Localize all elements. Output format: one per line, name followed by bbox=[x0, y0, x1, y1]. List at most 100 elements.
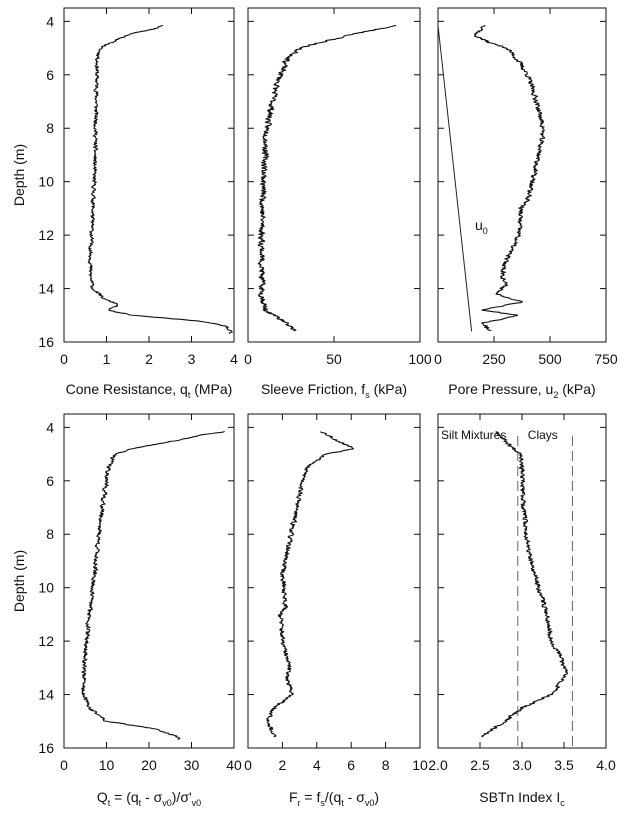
y-tick-label: 10 bbox=[38, 580, 54, 596]
x-tick-label: 2 bbox=[279, 757, 287, 773]
x-tick-label: 750 bbox=[594, 351, 618, 367]
xl-sub: v0 bbox=[192, 798, 202, 808]
xl-main: Sleeve Friction, f bbox=[261, 381, 365, 397]
zone-label-clays: Clays bbox=[528, 428, 558, 442]
xl-mid: - σ bbox=[141, 789, 162, 805]
y-tick-label: 16 bbox=[38, 740, 54, 756]
x-tick-label: 50 bbox=[326, 351, 342, 367]
x-tick-label: 0 bbox=[434, 351, 442, 367]
x-tick-label: 0 bbox=[60, 757, 68, 773]
x-tick-label: 6 bbox=[347, 757, 355, 773]
x-tick-label: 3.5 bbox=[554, 757, 574, 773]
xl-main: SBTn Index I bbox=[479, 789, 560, 805]
y-tick-label: 8 bbox=[46, 120, 54, 136]
x-tick-label: 0 bbox=[60, 351, 68, 367]
xl-sub: v0 bbox=[162, 798, 172, 808]
xl-sub: s bbox=[365, 390, 370, 400]
x-axis-label: SBTn Index Ic bbox=[479, 789, 565, 808]
x-tick-label: 2 bbox=[145, 351, 153, 367]
y-tick-label: 12 bbox=[38, 227, 54, 243]
x-axis-label: Qt = (qt - σv0)/σ'v0 bbox=[97, 789, 201, 808]
series-Qt bbox=[81, 430, 225, 740]
y-axis-label: Depth (m) bbox=[11, 550, 27, 612]
y-tick-label: 16 bbox=[38, 334, 54, 350]
x-tick-label: 2.0 bbox=[428, 757, 448, 773]
xl-mid: )/σ' bbox=[172, 789, 192, 805]
y-tick-label: 12 bbox=[38, 633, 54, 649]
xl-mid: - σ bbox=[344, 789, 365, 805]
x-tick-label: 4 bbox=[230, 351, 238, 367]
x-tick-label: 3.0 bbox=[512, 757, 532, 773]
xl-sub: s bbox=[320, 798, 325, 808]
series-Fr bbox=[266, 431, 354, 738]
y-tick-label: 14 bbox=[38, 687, 54, 703]
xl-sub: t bbox=[341, 798, 344, 808]
xl-sub: 2 bbox=[553, 390, 558, 400]
xl-tail: (MPa) bbox=[190, 381, 232, 397]
x-tick-label: 4 bbox=[313, 757, 321, 773]
series-u0 bbox=[437, 25, 473, 332]
x-axis-label: Pore Pressure, u2 (kPa) bbox=[448, 381, 595, 400]
x-tick-label: 8 bbox=[382, 757, 390, 773]
series-u2 bbox=[474, 24, 546, 332]
xl-sub: v0 bbox=[365, 798, 375, 808]
y-tick-label: 6 bbox=[46, 67, 54, 83]
panel-frame bbox=[437, 7, 607, 343]
xl-sub: r bbox=[298, 798, 301, 808]
series-Ic bbox=[481, 431, 568, 738]
x-axis-label: Cone Resistance, qt (MPa) bbox=[66, 381, 233, 400]
x-tick-label: 0 bbox=[244, 757, 252, 773]
x-tick-label: 250 bbox=[482, 351, 506, 367]
annotation-sub: 0 bbox=[483, 226, 488, 236]
x-tick-label: 100 bbox=[408, 351, 432, 367]
y-tick-label: 8 bbox=[46, 526, 54, 542]
xl-sub: t bbox=[188, 390, 191, 400]
x-tick-label: 2.5 bbox=[470, 757, 490, 773]
annotation-u0: u0 bbox=[475, 217, 488, 236]
panel-frame bbox=[63, 413, 235, 749]
xl-mid: = f bbox=[301, 789, 321, 805]
annotation-main: u bbox=[475, 217, 483, 233]
xl-tail: (kPa) bbox=[558, 381, 595, 397]
panel-frame bbox=[247, 413, 421, 749]
xl-mid: ) bbox=[374, 789, 379, 805]
x-axis-label: Fr = fs/(qt - σv0) bbox=[289, 789, 379, 808]
x-tick-label: 30 bbox=[184, 757, 200, 773]
series-fs bbox=[257, 24, 397, 332]
x-tick-label: 0 bbox=[244, 351, 252, 367]
x-tick-label: 10 bbox=[99, 757, 115, 773]
xl-sub: t bbox=[139, 798, 142, 808]
series-qt bbox=[87, 24, 233, 335]
x-tick-label: 500 bbox=[538, 351, 562, 367]
xl-sub: t bbox=[108, 798, 111, 808]
x-tick-label: 20 bbox=[141, 757, 157, 773]
xl-sub: c bbox=[560, 798, 565, 808]
xl-main: Cone Resistance, q bbox=[66, 381, 188, 397]
panel-frame bbox=[63, 7, 235, 343]
x-tick-label: 3 bbox=[188, 351, 196, 367]
y-axis-label: Depth (m) bbox=[11, 144, 27, 206]
x-axis-label: Sleeve Friction, fs (kPa) bbox=[261, 381, 407, 400]
xl-main: Pore Pressure, u bbox=[448, 381, 553, 397]
y-tick-label: 4 bbox=[46, 419, 54, 435]
zone-label-silt-mixtures: Silt Mixtures bbox=[441, 428, 506, 442]
xl-mid: /(q bbox=[325, 789, 341, 805]
x-tick-label: 4.0 bbox=[596, 757, 616, 773]
panel-4: 0 10 20 30 40 4 6 8 10 12 14 16 Depth (m) Qt = (qt - … bbox=[11, 413, 242, 808]
y-tick-label: 10 bbox=[38, 174, 54, 190]
panel-5: 0 2 4 6 8 10 Fr = fs/(qt - σv0) bbox=[244, 413, 428, 808]
y-tick-label: 4 bbox=[46, 13, 54, 29]
x-tick-label: 1 bbox=[103, 351, 111, 367]
x-tick-label: 40 bbox=[226, 757, 242, 773]
panel-frame bbox=[247, 7, 421, 343]
x-tick-label: 10 bbox=[412, 757, 428, 773]
xl-q: Q bbox=[97, 789, 108, 805]
xl-tail: (kPa) bbox=[370, 381, 407, 397]
xl-mid: = (q bbox=[110, 789, 138, 805]
y-tick-label: 6 bbox=[46, 473, 54, 489]
panel-6: 2.0 2.5 3.0 3.5 4.0 Silt Mixtures Clays SBTn In… bbox=[428, 413, 616, 808]
